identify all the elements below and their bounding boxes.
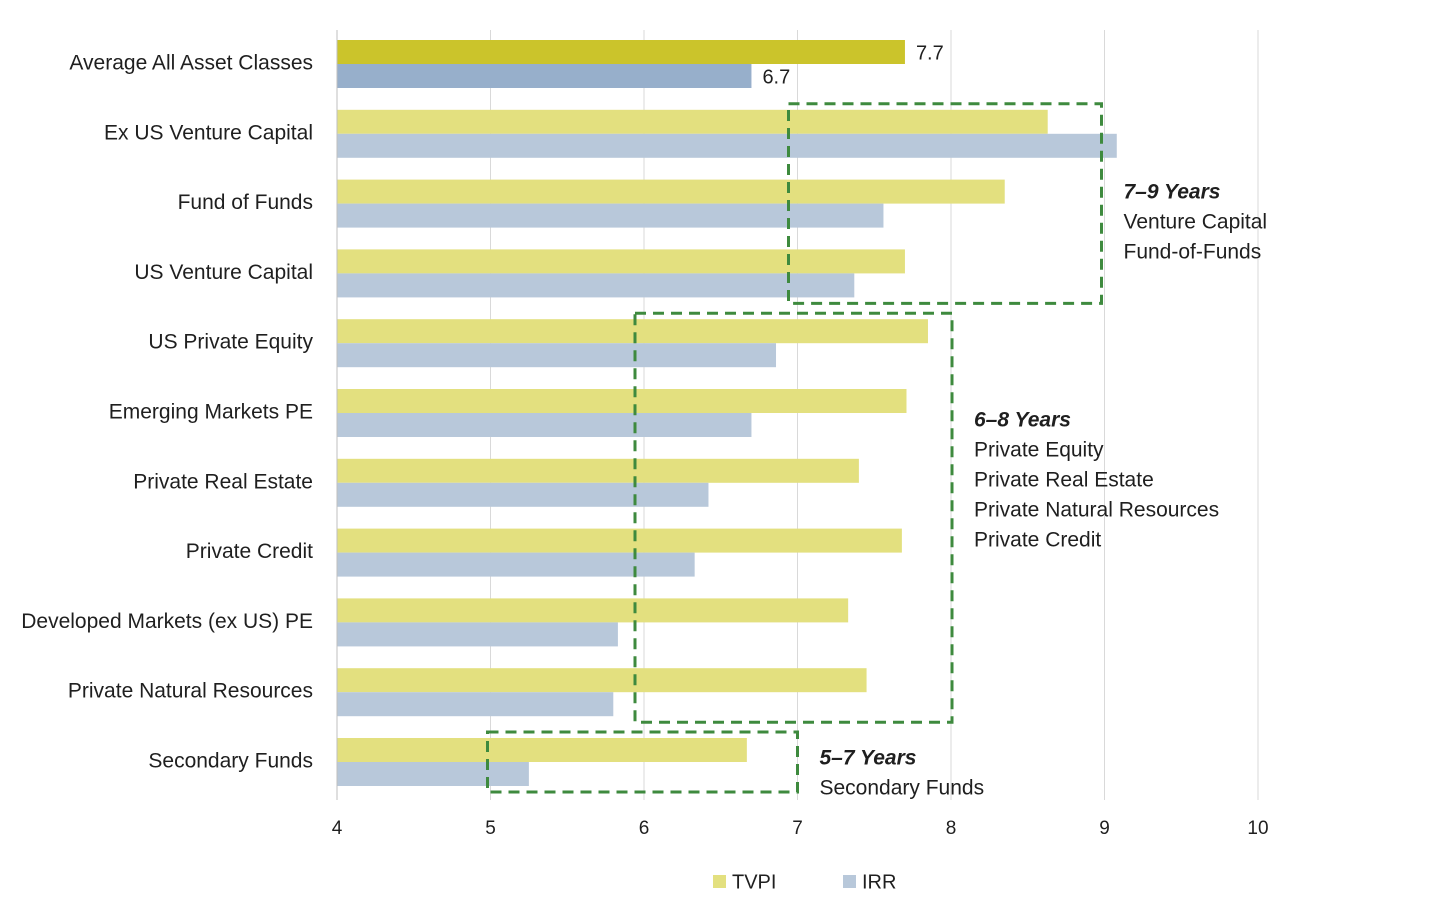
annotation-title: 5–7 Years (820, 747, 917, 770)
bar-irr-2 (337, 203, 884, 228)
x-tick-label: 9 (1099, 818, 1110, 839)
category-label: US Private Equity (148, 331, 313, 354)
bar-irr-9 (337, 692, 614, 717)
annotations: 7–9 Years Venture Capital Fund-of-Funds 6–8… (486, 102, 1268, 800)
bar-tvpi-8 (337, 598, 849, 623)
category-label: US Venture Capital (134, 261, 313, 284)
bar-tvpi-4 (337, 319, 928, 344)
bar-tvpi-0 (337, 40, 905, 64)
x-tick-label: 5 (485, 818, 496, 839)
bar-irr-1 (337, 133, 1117, 158)
category-label: Average All Asset Classes (69, 52, 313, 75)
category-label: Emerging Markets PE (109, 401, 313, 424)
legend-swatch-irr (843, 875, 856, 888)
bar-tvpi-1 (337, 109, 1048, 134)
category-label: Private Natural Resources (68, 680, 313, 703)
annotation-line: Private Credit (974, 529, 1101, 552)
category-label: Private Real Estate (133, 470, 313, 493)
annotation-line: Private Natural Resources (974, 499, 1219, 522)
legend-label-irr: IRR (862, 871, 896, 893)
legend-label-tvpi: TVPI (732, 871, 776, 893)
bar-irr-8 (337, 622, 618, 647)
bar-tvpi-6 (337, 458, 859, 483)
bar-tvpi-10 (337, 738, 747, 762)
x-tick-label: 8 (946, 818, 957, 839)
x-tick-label: 7 (792, 818, 803, 839)
annotation-title: 7–9 Years (1124, 181, 1221, 204)
annotation-box (787, 102, 1103, 305)
bars (337, 40, 1117, 786)
annotation-box (633, 311, 954, 724)
annotation-line: Fund-of-Funds (1124, 241, 1262, 264)
annotation-line: Secondary Funds (820, 777, 985, 800)
legend-swatch-tvpi (713, 875, 726, 888)
annotation-title: 6–8 Years (974, 409, 1071, 432)
category-label: Private Credit (186, 540, 313, 563)
annotation-line: Private Real Estate (974, 469, 1154, 492)
bar-tvpi-9 (337, 668, 867, 693)
x-tick-label: 6 (639, 818, 650, 839)
bar-irr-10 (337, 762, 529, 786)
annotation-box (486, 730, 799, 794)
category-label: Secondary Funds (148, 750, 313, 773)
bar-tvpi-5 (337, 389, 907, 413)
bar-irr-6 (337, 482, 709, 507)
category-label: Developed Markets (ex US) PE (21, 610, 313, 633)
x-tick-label: 4 (332, 818, 343, 839)
bar-irr-5 (337, 413, 752, 437)
legend: TVPI IRR (713, 871, 896, 893)
annotation-line: Private Equity (974, 439, 1104, 462)
data-label: 6.7 (762, 66, 790, 88)
annotation-line: Venture Capital (1124, 211, 1268, 234)
bar-irr-3 (337, 273, 855, 298)
bar-tvpi-3 (337, 249, 905, 274)
x-axis: 4 5 6 7 8 9 10 (332, 30, 1269, 839)
bar-tvpi-7 (337, 528, 902, 553)
bar-tvpi-2 (337, 179, 1005, 204)
bar-irr-4 (337, 343, 777, 368)
bar-irr-7 (337, 552, 695, 577)
x-tick-label: 10 (1247, 818, 1268, 839)
data-label: 7.7 (916, 42, 944, 64)
category-labels: Average All Asset Classes Ex US Venture C… (21, 42, 944, 772)
category-label: Fund of Funds (178, 191, 313, 214)
category-label: Ex US Venture Capital (104, 121, 313, 144)
bar-irr-0 (337, 64, 752, 88)
